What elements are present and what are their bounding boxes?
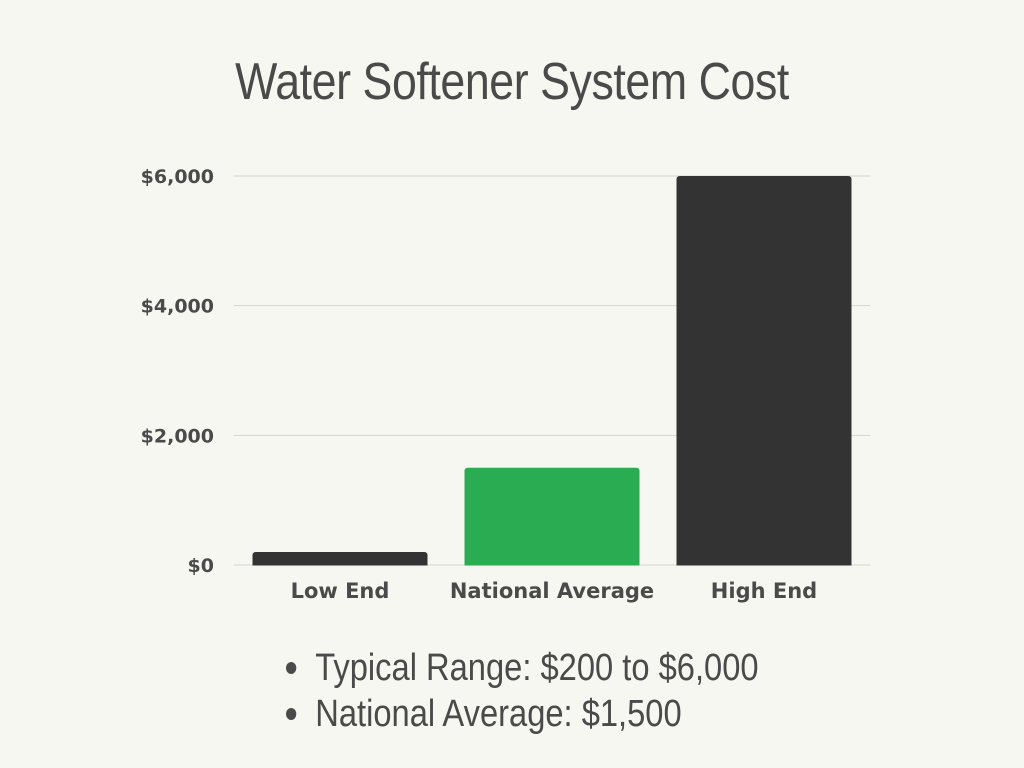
baseline-mask (234, 565, 870, 570)
x-axis-labels: Low End National Average High End (291, 579, 818, 603)
y-tick-label: $2,000 (141, 425, 214, 447)
summary-item-average: National Average: $1,500 (286, 691, 759, 737)
summary-item-range: Typical Range: $200 to $6,000 (286, 645, 759, 691)
summary-text: National Average: $1,500 (315, 693, 682, 735)
bars (234, 176, 870, 570)
summary-text: Typical Range: $200 to $6,000 (315, 647, 759, 689)
bar-national-average (464, 467, 640, 568)
bullet-icon (286, 708, 297, 720)
bar-high-end (676, 176, 852, 568)
x-category-label: High End (711, 579, 817, 603)
x-category-label: National Average (450, 579, 654, 603)
y-tick-label: $4,000 (141, 296, 214, 318)
bar-chart: $0 $2,000 $4,000 $6,000 Low End National Ave… (141, 166, 870, 603)
bar-low-end (252, 552, 428, 568)
y-axis-ticks: $0 $2,000 $4,000 $6,000 (141, 166, 214, 577)
summary-list: Typical Range: $200 to $6,000 National A… (286, 645, 836, 737)
x-category-label: Low End (291, 579, 390, 603)
y-tick-label: $6,000 (141, 166, 214, 188)
bullet-icon (286, 662, 297, 674)
chart-title: Water Softener System Cost (235, 53, 789, 111)
y-tick-label: $0 (188, 555, 214, 577)
